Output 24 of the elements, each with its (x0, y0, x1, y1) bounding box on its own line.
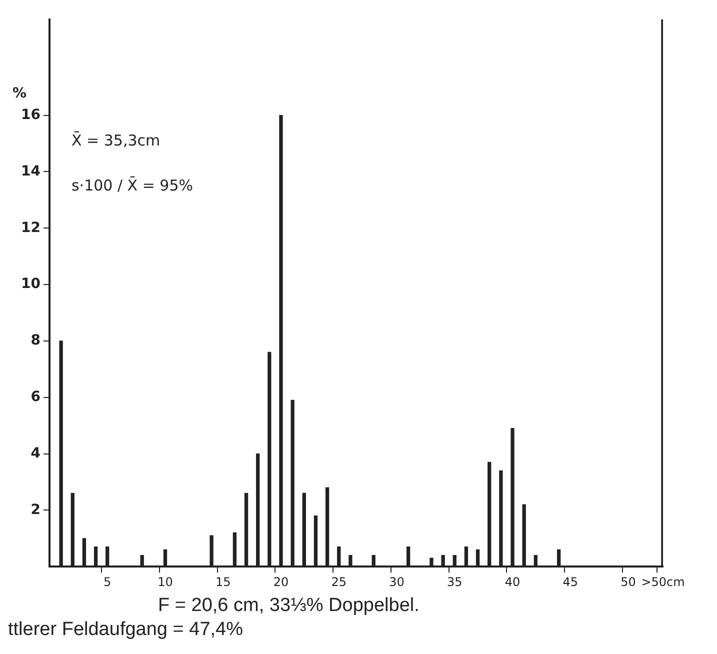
text: F = 20,6 cm, 33⅓% Doppelbel. (157, 595, 420, 617)
x-tick-label: 45 (562, 574, 578, 589)
x-tick-label: 50 (620, 574, 636, 589)
y-tick-label: 16 (21, 106, 40, 123)
x-tick-label: 5 (104, 574, 112, 589)
x-tick-label: 15 (215, 574, 231, 589)
y-tick-label: 6 (30, 389, 40, 406)
x-tick-label: 10 (158, 574, 173, 589)
y-tick-label: 14 (21, 163, 41, 180)
x-tick-label: 25 (331, 574, 347, 589)
x-tick-label: 20 (273, 574, 289, 589)
y-tick-label: 12 (21, 220, 40, 236)
y-tick-label: 8 (30, 332, 40, 349)
x-tick-label: >50cm (641, 574, 685, 589)
annotation: s·100 / X̄ = 95% (71, 176, 194, 194)
x-tick-label: 30 (389, 574, 404, 589)
text: ttlerer Feldaufgang = 47,4% (8, 619, 244, 641)
x-tick-label: 35 (446, 574, 462, 589)
annotation: X̄ = 35,3cm (71, 130, 160, 150)
y-tick-label: 10 (21, 276, 41, 292)
y-tick-label: 2 (30, 502, 40, 518)
x-tick-label: 40 (504, 574, 520, 589)
y-tick-label: 4 (30, 445, 41, 462)
y-axis-title: % (12, 85, 26, 102)
